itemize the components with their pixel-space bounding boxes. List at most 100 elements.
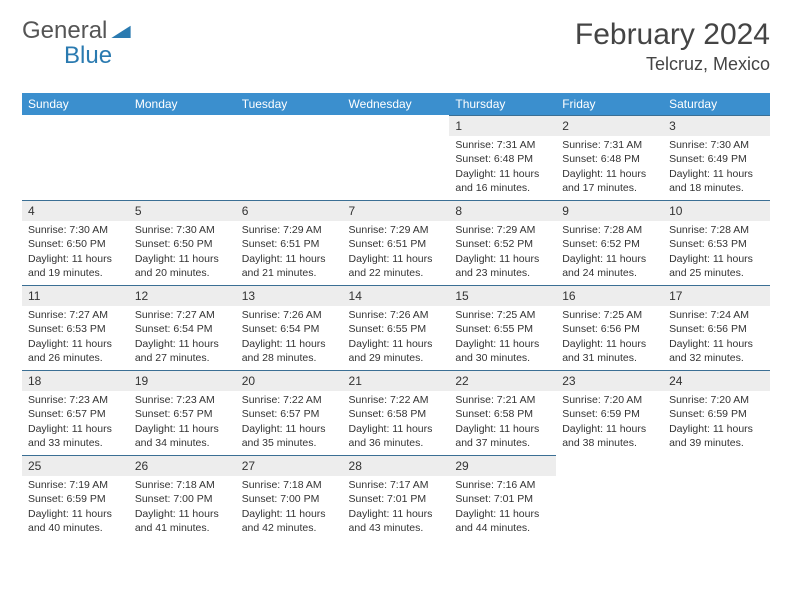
calendar-cell	[343, 115, 450, 200]
sunset-line: Sunset: 7:00 PM	[242, 492, 337, 506]
calendar-cell: 26Sunrise: 7:18 AMSunset: 7:00 PMDayligh…	[129, 455, 236, 539]
logo-text-1: General	[22, 17, 107, 44]
day-details: Sunrise: 7:28 AMSunset: 6:52 PMDaylight:…	[556, 221, 663, 284]
daylight-line: Daylight: 11 hours and 28 minutes.	[242, 337, 337, 365]
day-details: Sunrise: 7:20 AMSunset: 6:59 PMDaylight:…	[663, 391, 770, 454]
sunset-line: Sunset: 7:01 PM	[455, 492, 550, 506]
calendar-cell: 7Sunrise: 7:29 AMSunset: 6:51 PMDaylight…	[343, 200, 450, 285]
day-details: Sunrise: 7:25 AMSunset: 6:55 PMDaylight:…	[449, 306, 556, 369]
sunset-line: Sunset: 6:48 PM	[455, 152, 550, 166]
sunrise-line: Sunrise: 7:22 AM	[242, 393, 337, 407]
day-number: 12	[129, 285, 236, 306]
day-details: Sunrise: 7:16 AMSunset: 7:01 PMDaylight:…	[449, 476, 556, 539]
sunset-line: Sunset: 6:51 PM	[349, 237, 444, 251]
sunrise-line: Sunrise: 7:28 AM	[562, 223, 657, 237]
day-number: 9	[556, 200, 663, 221]
calendar-cell: 6Sunrise: 7:29 AMSunset: 6:51 PMDaylight…	[236, 200, 343, 285]
day-details: Sunrise: 7:30 AMSunset: 6:49 PMDaylight:…	[663, 136, 770, 199]
daylight-line: Daylight: 11 hours and 34 minutes.	[135, 422, 230, 450]
day-number: 8	[449, 200, 556, 221]
calendar-cell: 5Sunrise: 7:30 AMSunset: 6:50 PMDaylight…	[129, 200, 236, 285]
day-header: Monday	[129, 93, 236, 115]
calendar-cell: 3Sunrise: 7:30 AMSunset: 6:49 PMDaylight…	[663, 115, 770, 200]
sunset-line: Sunset: 6:58 PM	[455, 407, 550, 421]
title-block: February 2024 Telcruz, Mexico	[575, 18, 770, 75]
calendar-cell	[236, 115, 343, 200]
day-header: Saturday	[663, 93, 770, 115]
sunrise-line: Sunrise: 7:30 AM	[135, 223, 230, 237]
day-header: Friday	[556, 93, 663, 115]
sunrise-line: Sunrise: 7:22 AM	[349, 393, 444, 407]
day-header: Sunday	[22, 93, 129, 115]
day-details: Sunrise: 7:30 AMSunset: 6:50 PMDaylight:…	[129, 221, 236, 284]
daylight-line: Daylight: 11 hours and 22 minutes.	[349, 252, 444, 280]
calendar-cell	[22, 115, 129, 200]
sunrise-line: Sunrise: 7:29 AM	[349, 223, 444, 237]
day-details: Sunrise: 7:29 AMSunset: 6:51 PMDaylight:…	[343, 221, 450, 284]
day-number: 24	[663, 370, 770, 391]
day-number: 11	[22, 285, 129, 306]
daylight-line: Daylight: 11 hours and 31 minutes.	[562, 337, 657, 365]
logo: GeneralBlue	[22, 18, 131, 68]
day-details: Sunrise: 7:21 AMSunset: 6:58 PMDaylight:…	[449, 391, 556, 454]
daylight-line: Daylight: 11 hours and 18 minutes.	[669, 167, 764, 195]
daylight-line: Daylight: 11 hours and 36 minutes.	[349, 422, 444, 450]
daylight-line: Daylight: 11 hours and 17 minutes.	[562, 167, 657, 195]
sunset-line: Sunset: 6:58 PM	[349, 407, 444, 421]
calendar-cell: 27Sunrise: 7:18 AMSunset: 7:00 PMDayligh…	[236, 455, 343, 539]
day-details: Sunrise: 7:18 AMSunset: 7:00 PMDaylight:…	[129, 476, 236, 539]
day-number: 17	[663, 285, 770, 306]
logo-triangle-icon	[111, 18, 131, 43]
calendar-cell: 18Sunrise: 7:23 AMSunset: 6:57 PMDayligh…	[22, 370, 129, 455]
day-details: Sunrise: 7:29 AMSunset: 6:51 PMDaylight:…	[236, 221, 343, 284]
day-number: 4	[22, 200, 129, 221]
day-header: Wednesday	[343, 93, 450, 115]
calendar-cell: 4Sunrise: 7:30 AMSunset: 6:50 PMDaylight…	[22, 200, 129, 285]
calendar-head: SundayMondayTuesdayWednesdayThursdayFrid…	[22, 93, 770, 115]
sunset-line: Sunset: 6:55 PM	[349, 322, 444, 336]
sunrise-line: Sunrise: 7:27 AM	[28, 308, 123, 322]
day-details: Sunrise: 7:18 AMSunset: 7:00 PMDaylight:…	[236, 476, 343, 539]
day-number: 26	[129, 455, 236, 476]
logo-text-2: Blue	[22, 42, 112, 69]
day-details: Sunrise: 7:19 AMSunset: 6:59 PMDaylight:…	[22, 476, 129, 539]
day-number: 7	[343, 200, 450, 221]
day-number: 5	[129, 200, 236, 221]
daylight-line: Daylight: 11 hours and 20 minutes.	[135, 252, 230, 280]
calendar-table: SundayMondayTuesdayWednesdayThursdayFrid…	[22, 93, 770, 539]
calendar-cell	[129, 115, 236, 200]
sunset-line: Sunset: 6:50 PM	[135, 237, 230, 251]
daylight-line: Daylight: 11 hours and 38 minutes.	[562, 422, 657, 450]
calendar-cell: 23Sunrise: 7:20 AMSunset: 6:59 PMDayligh…	[556, 370, 663, 455]
day-number: 28	[343, 455, 450, 476]
sunset-line: Sunset: 6:54 PM	[135, 322, 230, 336]
sunset-line: Sunset: 6:56 PM	[669, 322, 764, 336]
sunset-line: Sunset: 7:00 PM	[135, 492, 230, 506]
day-details: Sunrise: 7:27 AMSunset: 6:54 PMDaylight:…	[129, 306, 236, 369]
day-number: 13	[236, 285, 343, 306]
sunset-line: Sunset: 7:01 PM	[349, 492, 444, 506]
sunset-line: Sunset: 6:52 PM	[455, 237, 550, 251]
sunset-line: Sunset: 6:52 PM	[562, 237, 657, 251]
daylight-line: Daylight: 11 hours and 25 minutes.	[669, 252, 764, 280]
calendar-cell: 11Sunrise: 7:27 AMSunset: 6:53 PMDayligh…	[22, 285, 129, 370]
day-number: 22	[449, 370, 556, 391]
sunrise-line: Sunrise: 7:25 AM	[562, 308, 657, 322]
calendar-cell: 2Sunrise: 7:31 AMSunset: 6:48 PMDaylight…	[556, 115, 663, 200]
sunset-line: Sunset: 6:57 PM	[28, 407, 123, 421]
day-number: 16	[556, 285, 663, 306]
daylight-line: Daylight: 11 hours and 42 minutes.	[242, 507, 337, 535]
daylight-line: Daylight: 11 hours and 30 minutes.	[455, 337, 550, 365]
sunset-line: Sunset: 6:55 PM	[455, 322, 550, 336]
calendar-cell: 10Sunrise: 7:28 AMSunset: 6:53 PMDayligh…	[663, 200, 770, 285]
sunrise-line: Sunrise: 7:18 AM	[135, 478, 230, 492]
sunrise-line: Sunrise: 7:27 AM	[135, 308, 230, 322]
day-details: Sunrise: 7:31 AMSunset: 6:48 PMDaylight:…	[556, 136, 663, 199]
sunset-line: Sunset: 6:59 PM	[669, 407, 764, 421]
day-number: 19	[129, 370, 236, 391]
calendar-cell: 1Sunrise: 7:31 AMSunset: 6:48 PMDaylight…	[449, 115, 556, 200]
day-details: Sunrise: 7:24 AMSunset: 6:56 PMDaylight:…	[663, 306, 770, 369]
sunset-line: Sunset: 6:49 PM	[669, 152, 764, 166]
day-details: Sunrise: 7:31 AMSunset: 6:48 PMDaylight:…	[449, 136, 556, 199]
calendar-body: 1Sunrise: 7:31 AMSunset: 6:48 PMDaylight…	[22, 115, 770, 539]
